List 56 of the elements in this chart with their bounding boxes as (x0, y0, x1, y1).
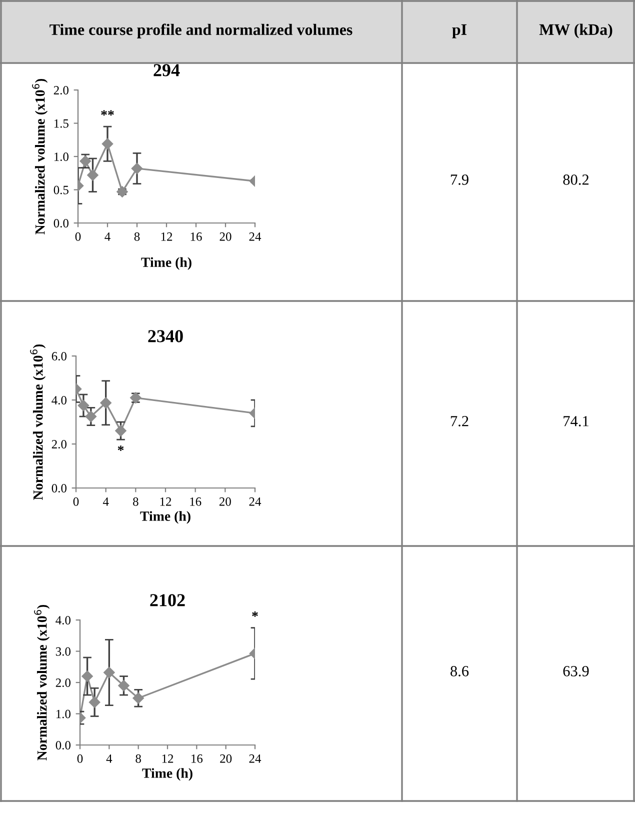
x-axis-title: Time (h) (141, 257, 192, 270)
y-tick-label: 4.0 (56, 616, 70, 625)
y-tick-label: 0.5 (54, 186, 68, 194)
text: 8.6 (450, 666, 469, 676)
x-tick-label: 16 (192, 754, 203, 763)
text: 80.2 (563, 174, 589, 185)
x-tick-label: 12 (160, 497, 172, 506)
y-axis-title: Normalized volume (x10$^{6}$) (34, 604, 50, 760)
x-tick-label: 4 (106, 754, 112, 763)
x-tick-label: 0 (73, 497, 79, 506)
x-tick-label: 24 (249, 754, 262, 763)
y-tick-label: 1.0 (54, 152, 68, 162)
y-tick-label: 0.0 (54, 219, 68, 228)
text: pI (452, 24, 467, 38)
text: 74.1 (564, 416, 588, 426)
y-tick-label: 2.0 (54, 86, 68, 95)
y-tick-label: 1.5 (54, 119, 68, 128)
y-tick-label: 0.0 (52, 484, 66, 493)
text: MW (kDa) (539, 24, 612, 38)
y-tick-label: 3.0 (56, 647, 70, 656)
annotation: * (252, 612, 258, 617)
x-tick-label: 12 (162, 754, 174, 763)
y-axis-title: Normalized volume (x10$^{6}$) (30, 344, 46, 500)
x-tick-label: 24 (249, 497, 262, 506)
x-tick-label: 24 (249, 232, 262, 241)
chart-title: 294 (154, 64, 180, 76)
x-tick-label: 20 (220, 754, 232, 763)
x-tick-label: 16 (190, 497, 202, 506)
x-tick-label: 16 (190, 232, 202, 241)
x-tick-label: 8 (136, 754, 141, 763)
text: 7.2 (450, 416, 468, 426)
y-tick-label: 2.0 (52, 440, 66, 449)
x-tick-label: 4 (104, 232, 110, 241)
x-axis-title: Time (h) (142, 768, 192, 781)
x-tick-label: 0 (77, 754, 83, 763)
x-tick-label: 12 (161, 232, 172, 241)
x-tick-label: 8 (133, 497, 138, 506)
y-tick-label: 2.0 (56, 678, 70, 688)
x-tick-label: 20 (220, 232, 232, 241)
y-axis-title: Normalized volume (x10$^{6}$) (32, 78, 48, 234)
x-tick-label: 8 (134, 232, 140, 241)
y-tick-label: 4.0 (52, 396, 66, 405)
text: 7.9 (450, 174, 468, 185)
x-tick-label: 4 (102, 497, 109, 506)
x-tick-label: 20 (219, 497, 231, 506)
x-axis-title: Time (h) (140, 511, 190, 524)
y-tick-label: 0.0 (56, 741, 70, 750)
y-tick-label: 1.0 (56, 710, 70, 718)
annotation: * (118, 446, 124, 451)
x-tick-label: 0 (75, 232, 81, 241)
text: Time course profile and normalized volumes (50, 24, 352, 38)
chart-title: 2340 (148, 330, 183, 342)
annotation: ** (101, 110, 114, 116)
text: 63.9 (563, 666, 589, 676)
y-tick-label: 6.0 (52, 352, 66, 361)
chart-title: 2102 (150, 594, 185, 606)
